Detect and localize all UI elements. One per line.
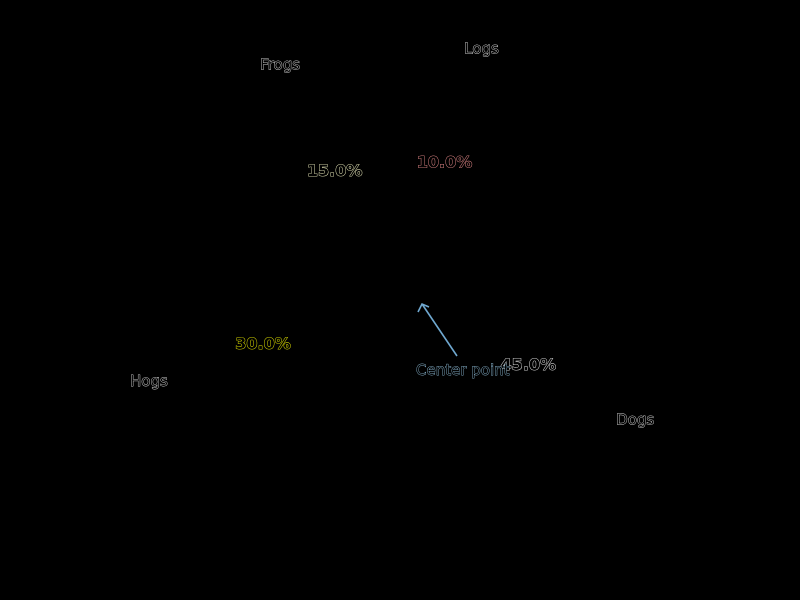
center-annotation: Center point — [416, 302, 510, 379]
pie-slices — [160, 60, 641, 541]
category-label-dogs: Dogs — [616, 410, 654, 428]
pie-slice-hogs — [160, 158, 400, 529]
annotation-arrowhead — [417, 302, 430, 313]
percent-label-logs: 10.0% — [417, 153, 473, 172]
percent-label-dogs: 45.0% — [501, 355, 557, 374]
pie-slice-dogs — [325, 105, 641, 541]
category-label-logs: Logs — [464, 39, 499, 57]
annotation-arrow — [421, 303, 458, 357]
category-label-hogs: Hogs — [130, 372, 168, 390]
annotation-label: Center point — [416, 361, 510, 379]
percent-label-frogs: 15.0% — [307, 161, 363, 180]
category-label-frogs: Frogs — [260, 55, 300, 73]
pie-slice-frogs — [205, 60, 400, 300]
pie-labels: Frogs 15.0% Hogs 30.0% Dogs 45.0% Logs 10.0% — [130, 39, 655, 429]
percent-label-hogs: 30.0% — [235, 334, 291, 353]
pie-slice-logs — [400, 60, 542, 300]
